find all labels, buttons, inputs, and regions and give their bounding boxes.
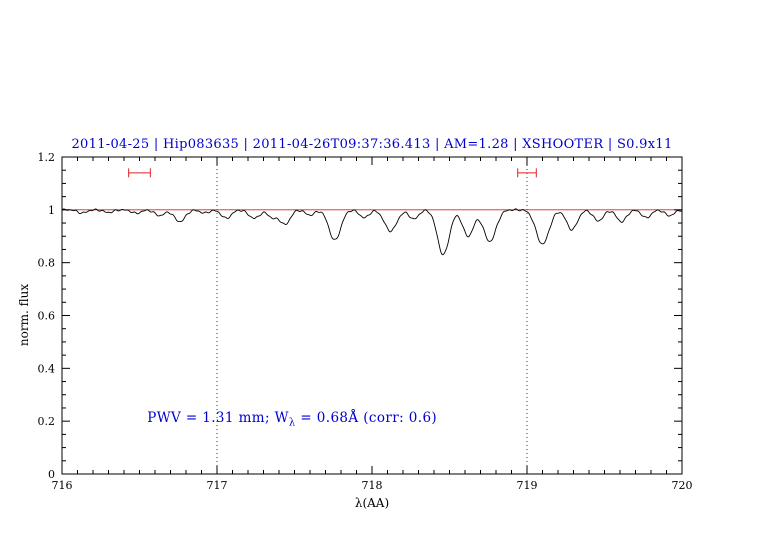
x-tick-label: 720	[672, 479, 693, 492]
y-tick-label: 0	[48, 468, 55, 481]
pwv-annotation-subscript: λ	[288, 417, 296, 429]
pwv-annotation-suffix: = 0.68Å (corr: 0.6)	[295, 410, 438, 427]
y-tick-label: 0.8	[38, 257, 56, 270]
plot-title: 2011-04-25 | Hip083635 | 2011-04-26T09:3…	[71, 137, 673, 152]
x-tick-label: 718	[362, 479, 383, 492]
y-tick-label: 0.4	[38, 362, 56, 375]
x-tick-label: 716	[52, 479, 73, 492]
y-tick-label: 1.2	[38, 151, 56, 164]
x-tick-label: 717	[207, 479, 228, 492]
pwv-annotation-prefix: PWV = 1.31 mm; W	[147, 410, 289, 427]
y-tick-label: 1	[48, 204, 55, 217]
pwv-annotation: PWV = 1.31 mm; Wλ = 0.68Å (corr: 0.6)	[147, 410, 437, 429]
y-tick-label: 0.6	[38, 310, 56, 323]
spectrum-curve	[61, 208, 683, 256]
x-tick-label: 719	[517, 479, 538, 492]
x-axis-label: λ(AA)	[354, 496, 390, 510]
y-tick-label: 0.2	[38, 415, 56, 428]
